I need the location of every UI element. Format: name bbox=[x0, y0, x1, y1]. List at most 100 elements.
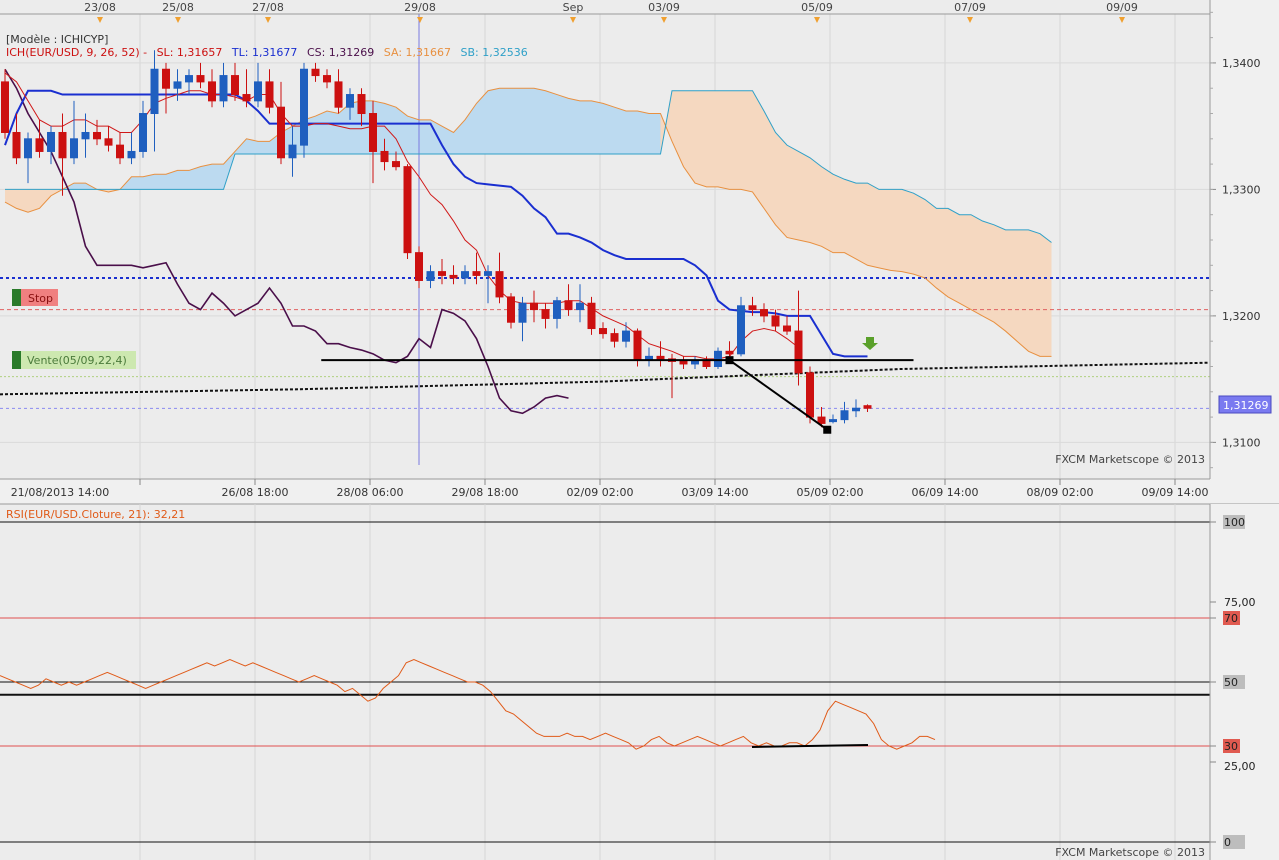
top-date-marker-icon-6 bbox=[814, 17, 820, 23]
trend-anchor-end bbox=[823, 425, 832, 434]
cloud-segment-15 bbox=[177, 170, 189, 190]
cloud-segment-36 bbox=[419, 119, 431, 154]
candle-body-15 bbox=[173, 81, 182, 89]
top-date-label-7: 07/09 bbox=[954, 1, 986, 14]
stop-label-bg bbox=[12, 289, 58, 306]
cloud-segment-50 bbox=[580, 100, 592, 154]
cloud-segment-27 bbox=[315, 110, 327, 154]
price-levels bbox=[0, 14, 1211, 465]
cloud-segment-53 bbox=[614, 107, 626, 154]
candle-body-6 bbox=[70, 138, 78, 159]
candle-body-1 bbox=[12, 131, 21, 159]
rsi-tick-label-0: 100 bbox=[1224, 516, 1245, 529]
candle-body-10 bbox=[116, 144, 124, 159]
candle-body-33 bbox=[380, 150, 389, 163]
price-tick-label-2: 1,3200 bbox=[1222, 310, 1261, 323]
candle-body-60 bbox=[691, 360, 699, 365]
cloud-segment-51 bbox=[591, 100, 603, 154]
candle-body-49 bbox=[564, 300, 573, 311]
candle-body-24 bbox=[277, 106, 285, 159]
candle-body-4 bbox=[47, 131, 55, 152]
candle-body-43 bbox=[495, 271, 504, 298]
candle-body-48 bbox=[553, 300, 561, 319]
candle-body-53 bbox=[610, 333, 619, 342]
price-tick-label-3: 1,3100 bbox=[1222, 436, 1261, 449]
cloud-segment-12 bbox=[143, 174, 155, 190]
candle-body-38 bbox=[438, 271, 446, 276]
cloud-segment-86 bbox=[994, 224, 1006, 332]
cloud-segment-65 bbox=[752, 90, 764, 209]
top-date-marker-icon-5 bbox=[661, 17, 667, 23]
cloud-segment-79 bbox=[913, 193, 925, 278]
candle-body-66 bbox=[760, 309, 768, 317]
cloud-segment-75 bbox=[867, 183, 879, 268]
cloud-segment-41 bbox=[476, 90, 488, 154]
rsi-tick-box-3 bbox=[1223, 675, 1245, 689]
model-label: [Modèle : ICHICYP] bbox=[6, 33, 108, 46]
cloud-segment-33 bbox=[384, 103, 396, 154]
candle-body-46 bbox=[530, 302, 538, 311]
candle-body-64 bbox=[737, 305, 745, 355]
top-date-label-2: 27/08 bbox=[252, 1, 284, 14]
current-price-badge bbox=[1218, 395, 1272, 414]
cloud-segment-14 bbox=[166, 170, 178, 190]
time-tick-label-0: 21/08/2013 14:00 bbox=[11, 486, 110, 499]
cloud-segment-34 bbox=[396, 107, 408, 154]
candles bbox=[1, 50, 872, 428]
cloud-segment-85 bbox=[982, 221, 994, 323]
time-tick-label-9: 09/09 14:00 bbox=[1142, 486, 1209, 499]
cloud-segment-66 bbox=[764, 110, 776, 225]
kijun-sen-line bbox=[4, 89, 868, 358]
cloud-segment-11 bbox=[131, 176, 143, 190]
cloud-segment-46 bbox=[534, 88, 546, 154]
time-axis-bg bbox=[0, 479, 1279, 503]
top-date-marker-icon-0 bbox=[97, 17, 103, 23]
price-ticks: 1,3400 1,3300 1,3200 1,3100 bbox=[1210, 11, 1261, 469]
candle-body-72 bbox=[829, 419, 837, 423]
candle-body-5 bbox=[58, 131, 67, 159]
top-date-marker-icon-1 bbox=[175, 17, 181, 23]
current-price-label: 1,31269 bbox=[1223, 399, 1269, 412]
rsi-trend-line bbox=[751, 744, 869, 748]
cloud-segment-29 bbox=[338, 103, 350, 154]
trend-anchor-start bbox=[725, 356, 734, 365]
candle-body-69 bbox=[794, 330, 803, 374]
candle-body-45 bbox=[518, 302, 527, 323]
cloud-segment-69 bbox=[798, 151, 810, 243]
cloud-segment-82 bbox=[948, 208, 960, 304]
rsi-tick-label-4: 25,00 bbox=[1224, 760, 1256, 773]
time-tick-label-7: 06/09 14:00 bbox=[912, 486, 979, 499]
rsi-tick-label-6: 0 bbox=[1224, 836, 1231, 849]
candle-body-16 bbox=[185, 75, 193, 83]
candle-body-61 bbox=[702, 360, 711, 367]
candle-body-59 bbox=[679, 360, 688, 365]
cloud-segment-35 bbox=[407, 116, 419, 154]
cloud-segment-6 bbox=[74, 183, 86, 190]
price-tick-label-1: 1,3300 bbox=[1222, 183, 1261, 196]
candle-body-0 bbox=[1, 81, 9, 133]
price-watermark: FXCM Marketscope © 2013 bbox=[1055, 453, 1205, 466]
cloud-segment-62 bbox=[718, 90, 730, 190]
time-tick-label-1: 26/08 18:00 bbox=[222, 486, 289, 499]
candle-body-32 bbox=[369, 113, 377, 152]
trend-lines bbox=[321, 356, 914, 434]
candle-body-42 bbox=[484, 271, 492, 276]
candle-body-75 bbox=[863, 405, 872, 409]
rsi-tick-box-0 bbox=[1223, 515, 1245, 529]
time-tick-label-2: 28/08 06:00 bbox=[337, 486, 404, 499]
sell-arrow-icon bbox=[862, 337, 878, 350]
candle-body-12 bbox=[139, 113, 147, 152]
cloud-segment-68 bbox=[787, 145, 799, 240]
candle-body-68 bbox=[783, 325, 791, 332]
cloud-segment-61 bbox=[706, 90, 718, 187]
sa-value: SA: 1,31667 bbox=[384, 46, 451, 59]
candle-body-47 bbox=[541, 309, 550, 319]
time-tick-label-6: 05/09 02:00 bbox=[797, 486, 864, 499]
cloud-segment-52 bbox=[603, 103, 615, 154]
price-panel: [Modèle : ICHICYP] ICH(EUR/USD, 9, 26, 5… bbox=[0, 14, 1211, 479]
top-date-axis: 23/08 25/08 27/08 29/08 Sep 03/09 05/09 07/09 09… bbox=[0, 1, 1210, 23]
candle-body-44 bbox=[507, 296, 515, 323]
candle-body-31 bbox=[357, 94, 366, 115]
cloud-segment-77 bbox=[890, 189, 902, 272]
time-tick-label-3: 29/08 18:00 bbox=[452, 486, 519, 499]
